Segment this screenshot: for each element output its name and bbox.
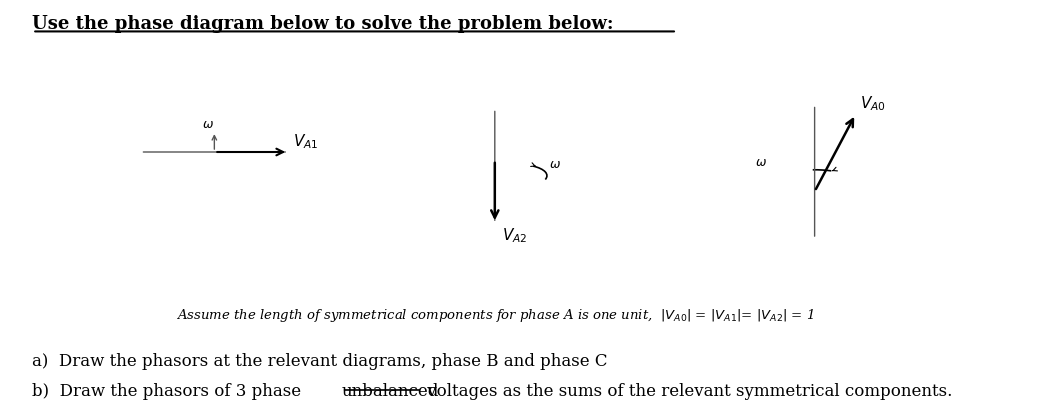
Text: $V_{A0}$: $V_{A0}$	[861, 94, 887, 113]
Text: $\omega$: $\omega$	[202, 117, 215, 130]
Text: $V_{A2}$: $V_{A2}$	[502, 226, 527, 244]
Text: voltages as the sums of the relevant symmetrical components.: voltages as the sums of the relevant sym…	[422, 382, 952, 399]
Text: $\omega$: $\omega$	[549, 158, 561, 171]
Text: unbalanced: unbalanced	[342, 382, 439, 399]
Text: b)  Draw the phasors of 3 phase: b) Draw the phasors of 3 phase	[33, 382, 307, 399]
Text: a)  Draw the phasors at the relevant diagrams, phase B and phase C: a) Draw the phasors at the relevant diag…	[33, 352, 608, 369]
Text: $V_{A1}$: $V_{A1}$	[294, 132, 319, 151]
Text: $\omega$: $\omega$	[754, 156, 767, 169]
Text: Use the phase diagram below to solve the problem below:: Use the phase diagram below to solve the…	[33, 15, 613, 32]
Text: Assume the length of symmetrical components for phase A is one unit,  $|V_{A0}|$: Assume the length of symmetrical compone…	[176, 306, 814, 323]
